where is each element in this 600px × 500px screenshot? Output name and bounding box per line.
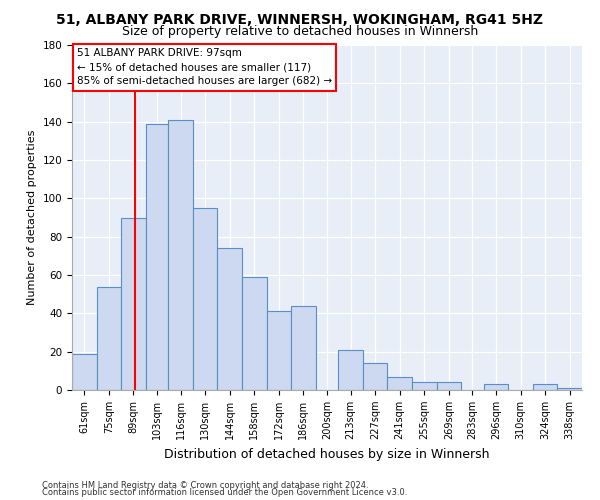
Bar: [557, 388, 582, 390]
Bar: [533, 384, 557, 390]
Bar: [291, 306, 316, 390]
Bar: [169, 120, 193, 390]
Text: 51 ALBANY PARK DRIVE: 97sqm
← 15% of detached houses are smaller (117)
85% of se: 51 ALBANY PARK DRIVE: 97sqm ← 15% of det…: [77, 48, 332, 86]
Text: Size of property relative to detached houses in Winnersh: Size of property relative to detached ho…: [122, 25, 478, 38]
Text: Contains HM Land Registry data © Crown copyright and database right 2024.: Contains HM Land Registry data © Crown c…: [42, 480, 368, 490]
Bar: [412, 382, 437, 390]
Bar: [338, 350, 363, 390]
Bar: [121, 218, 146, 390]
Text: Contains public sector information licensed under the Open Government Licence v3: Contains public sector information licen…: [42, 488, 407, 497]
Bar: [242, 277, 266, 390]
Bar: [72, 354, 97, 390]
Y-axis label: Number of detached properties: Number of detached properties: [27, 130, 37, 305]
Bar: [97, 286, 121, 390]
Bar: [388, 376, 412, 390]
Bar: [146, 124, 169, 390]
Text: 51, ALBANY PARK DRIVE, WINNERSH, WOKINGHAM, RG41 5HZ: 51, ALBANY PARK DRIVE, WINNERSH, WOKINGH…: [56, 12, 544, 26]
Bar: [266, 312, 291, 390]
Bar: [437, 382, 461, 390]
Bar: [363, 363, 388, 390]
Bar: [193, 208, 217, 390]
Bar: [484, 384, 508, 390]
X-axis label: Distribution of detached houses by size in Winnersh: Distribution of detached houses by size …: [164, 448, 490, 460]
Bar: [217, 248, 242, 390]
